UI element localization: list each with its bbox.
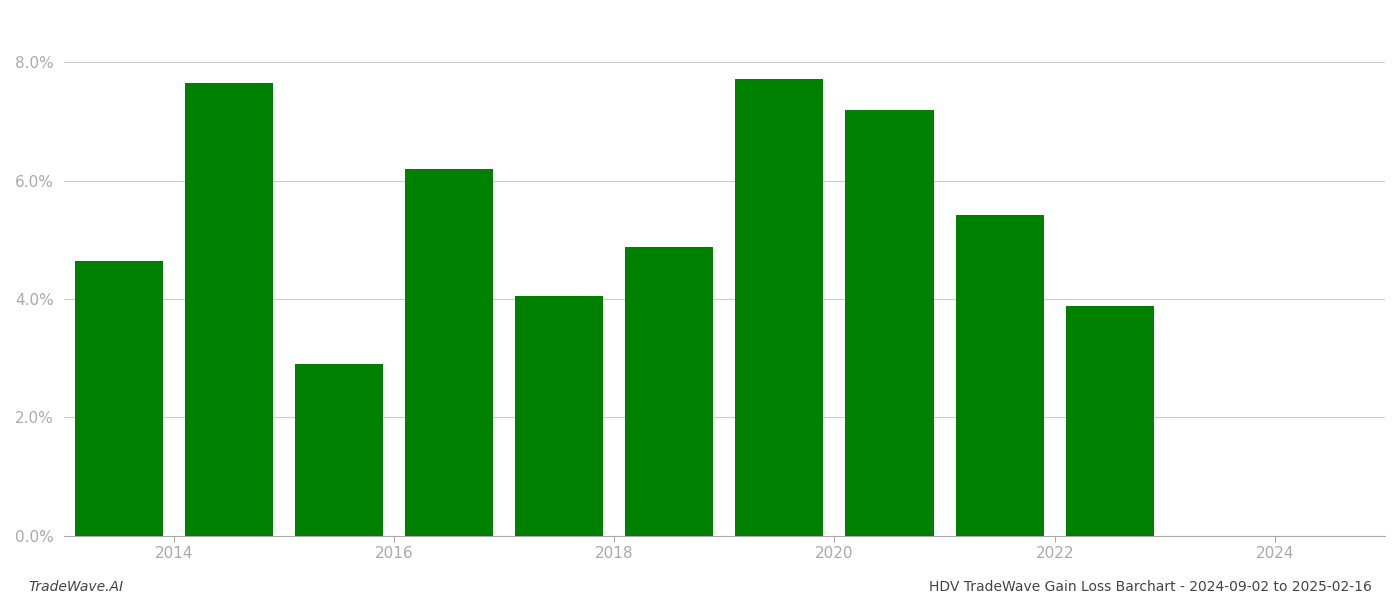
Bar [956,215,1043,536]
Bar [405,169,493,536]
Bar [735,79,823,536]
Text: HDV TradeWave Gain Loss Barchart - 2024-09-02 to 2025-02-16: HDV TradeWave Gain Loss Barchart - 2024-… [930,580,1372,594]
Bar [626,247,713,536]
Bar [846,110,934,536]
Bar [74,260,162,536]
Bar [515,296,603,536]
Bar [185,83,273,536]
Bar [295,364,384,536]
Text: TradeWave.AI: TradeWave.AI [28,580,123,594]
Bar [1065,306,1154,536]
